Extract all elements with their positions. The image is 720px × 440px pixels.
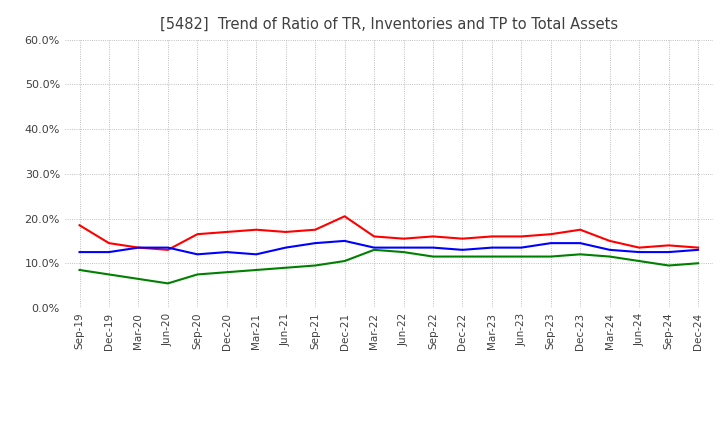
- Trade Receivables: [517, 234, 526, 239]
- Trade Payables: [134, 276, 143, 282]
- Trade Payables: [311, 263, 320, 268]
- Inventories: [341, 238, 349, 244]
- Inventories: [222, 249, 231, 255]
- Trade Payables: [458, 254, 467, 259]
- Trade Receivables: [487, 234, 496, 239]
- Trade Payables: [635, 258, 644, 264]
- Trade Receivables: [341, 214, 349, 219]
- Trade Receivables: [222, 229, 231, 235]
- Inventories: [694, 247, 703, 253]
- Inventories: [370, 245, 379, 250]
- Trade Payables: [517, 254, 526, 259]
- Trade Payables: [576, 252, 585, 257]
- Line: Trade Receivables: Trade Receivables: [79, 216, 698, 250]
- Inventories: [487, 245, 496, 250]
- Title: [5482]  Trend of Ratio of TR, Inventories and TP to Total Assets: [5482] Trend of Ratio of TR, Inventories…: [160, 16, 618, 32]
- Line: Trade Payables: Trade Payables: [79, 250, 698, 283]
- Trade Receivables: [546, 231, 555, 237]
- Trade Payables: [399, 249, 408, 255]
- Trade Receivables: [193, 231, 202, 237]
- Inventories: [252, 252, 261, 257]
- Inventories: [104, 249, 113, 255]
- Trade Receivables: [282, 229, 290, 235]
- Trade Payables: [487, 254, 496, 259]
- Trade Receivables: [134, 245, 143, 250]
- Trade Receivables: [311, 227, 320, 232]
- Trade Payables: [606, 254, 614, 259]
- Trade Payables: [428, 254, 437, 259]
- Trade Payables: [341, 258, 349, 264]
- Inventories: [458, 247, 467, 253]
- Inventories: [163, 245, 172, 250]
- Trade Payables: [282, 265, 290, 270]
- Trade Receivables: [606, 238, 614, 244]
- Trade Payables: [193, 272, 202, 277]
- Trade Payables: [163, 281, 172, 286]
- Trade Receivables: [576, 227, 585, 232]
- Inventories: [193, 252, 202, 257]
- Inventories: [428, 245, 437, 250]
- Inventories: [517, 245, 526, 250]
- Inventories: [75, 249, 84, 255]
- Inventories: [311, 241, 320, 246]
- Trade Payables: [252, 268, 261, 273]
- Trade Receivables: [458, 236, 467, 241]
- Trade Payables: [75, 268, 84, 273]
- Trade Receivables: [635, 245, 644, 250]
- Trade Receivables: [370, 234, 379, 239]
- Inventories: [606, 247, 614, 253]
- Trade Receivables: [399, 236, 408, 241]
- Trade Payables: [665, 263, 673, 268]
- Trade Payables: [546, 254, 555, 259]
- Trade Payables: [694, 260, 703, 266]
- Trade Payables: [104, 272, 113, 277]
- Trade Receivables: [104, 241, 113, 246]
- Trade Receivables: [163, 247, 172, 253]
- Trade Receivables: [694, 245, 703, 250]
- Trade Receivables: [665, 243, 673, 248]
- Inventories: [399, 245, 408, 250]
- Inventories: [576, 241, 585, 246]
- Inventories: [134, 245, 143, 250]
- Trade Receivables: [252, 227, 261, 232]
- Trade Receivables: [75, 223, 84, 228]
- Line: Inventories: Inventories: [79, 241, 698, 254]
- Trade Receivables: [428, 234, 437, 239]
- Inventories: [635, 249, 644, 255]
- Inventories: [665, 249, 673, 255]
- Trade Payables: [222, 270, 231, 275]
- Inventories: [282, 245, 290, 250]
- Inventories: [546, 241, 555, 246]
- Trade Payables: [370, 247, 379, 253]
